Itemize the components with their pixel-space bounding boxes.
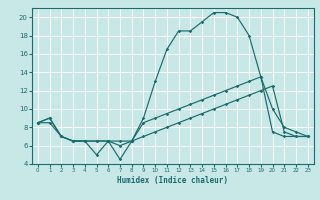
X-axis label: Humidex (Indice chaleur): Humidex (Indice chaleur) <box>117 176 228 185</box>
